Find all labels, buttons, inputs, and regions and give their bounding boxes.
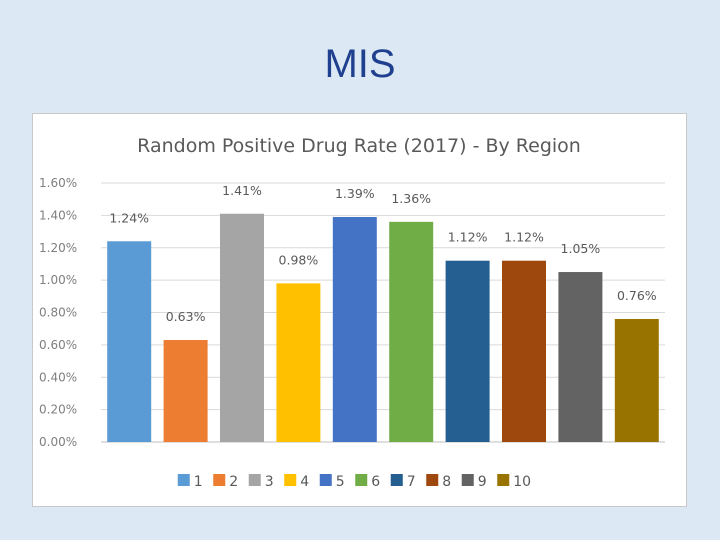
legend-swatch-4 bbox=[284, 474, 297, 486]
data-label-region-2: 0.63% bbox=[166, 309, 206, 324]
legend-swatch-1 bbox=[177, 474, 190, 486]
bar-region-5 bbox=[332, 216, 377, 442]
legend-swatch-3 bbox=[248, 474, 261, 486]
bar-region-2 bbox=[163, 340, 208, 442]
bar-region-10 bbox=[614, 318, 659, 442]
bar-region-3 bbox=[220, 213, 264, 442]
legend-swatch-7 bbox=[390, 474, 403, 486]
y-tick-label: 0.40% bbox=[39, 370, 77, 384]
bar-region-1 bbox=[107, 241, 152, 442]
bar-region-4 bbox=[276, 283, 321, 442]
y-tick-label: 1.60% bbox=[39, 176, 77, 190]
legend-swatch-9 bbox=[461, 474, 474, 486]
data-label-region-7: 1.12% bbox=[448, 230, 488, 245]
y-tick-label: 0.80% bbox=[39, 306, 77, 320]
bar-region-8 bbox=[502, 260, 546, 442]
chart-container: Random Positive Drug Rate (2017) - By Re… bbox=[32, 113, 687, 507]
chart-title: Random Positive Drug Rate (2017) - By Re… bbox=[137, 135, 581, 157]
y-tick-label: 1.20% bbox=[39, 241, 77, 255]
y-tick-label: 0.00% bbox=[39, 435, 77, 449]
bar-region-7 bbox=[445, 260, 490, 442]
y-tick-label: 1.40% bbox=[39, 208, 77, 222]
bar-chart: Random Positive Drug Rate (2017) - By Re… bbox=[39, 135, 665, 490]
legend-swatch-8 bbox=[426, 474, 439, 486]
y-tick-label: 1.00% bbox=[39, 273, 77, 287]
y-axis-ticks: 0.00% 0.20% 0.40% 0.60% 0.80% 1.00% 1.20% 1.40%… bbox=[39, 176, 77, 449]
legend-swatch-6 bbox=[355, 474, 368, 486]
data-label-region-1: 1.24% bbox=[109, 210, 149, 225]
data-label-region-3: 1.41% bbox=[222, 183, 262, 198]
bars bbox=[107, 213, 659, 442]
data-label-region-5: 1.39% bbox=[335, 186, 375, 201]
data-label-region-10: 0.76% bbox=[617, 288, 657, 303]
legend-label-6: 6 bbox=[371, 474, 380, 490]
legend-label-4: 4 bbox=[300, 474, 309, 490]
data-label-region-8: 1.12% bbox=[504, 230, 544, 245]
legend: 1 2 3 4 5 6 7 8 9 10 bbox=[177, 474, 531, 490]
legend-label-7: 7 bbox=[407, 474, 416, 490]
legend-label-1: 1 bbox=[194, 474, 203, 490]
data-label-region-6: 1.36% bbox=[391, 191, 431, 206]
data-label-region-9: 1.05% bbox=[561, 241, 601, 256]
slide-title: MIS bbox=[324, 42, 396, 86]
data-labels: 1.24% 0.63% 1.41% 0.98% 1.39% 1.36% 1.12% 1.12%… bbox=[109, 183, 656, 324]
legend-label-2: 2 bbox=[229, 474, 238, 490]
y-tick-label: 0.20% bbox=[39, 403, 77, 417]
legend-label-8: 8 bbox=[442, 474, 451, 490]
bar-region-9 bbox=[558, 272, 603, 442]
y-tick-label: 0.60% bbox=[39, 338, 77, 352]
legend-swatch-10 bbox=[497, 474, 510, 486]
legend-label-5: 5 bbox=[336, 474, 345, 490]
legend-swatch-5 bbox=[319, 474, 332, 486]
data-label-region-4: 0.98% bbox=[279, 252, 319, 267]
legend-label-9: 9 bbox=[478, 474, 487, 490]
bar-region-6 bbox=[389, 221, 434, 442]
legend-label-3: 3 bbox=[265, 474, 274, 490]
legend-label-10: 10 bbox=[513, 474, 531, 490]
legend-swatch-2 bbox=[213, 474, 226, 486]
